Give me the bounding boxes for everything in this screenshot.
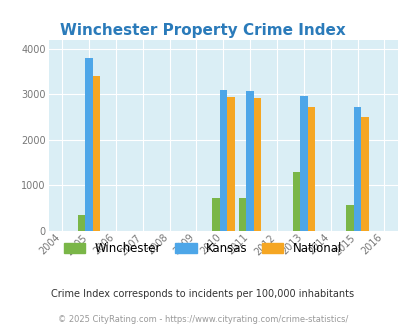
- Bar: [246, 91, 253, 231]
- Bar: [307, 107, 314, 231]
- Bar: [353, 107, 360, 231]
- Text: Winchester Property Crime Index: Winchester Property Crime Index: [60, 23, 345, 38]
- Bar: [92, 76, 100, 231]
- Bar: [299, 96, 307, 231]
- Bar: [292, 172, 299, 231]
- Bar: [211, 198, 219, 231]
- Legend: Winchester, Kansas, National: Winchester, Kansas, National: [59, 237, 346, 260]
- Bar: [219, 90, 226, 231]
- Text: © 2025 CityRating.com - https://www.cityrating.com/crime-statistics/: © 2025 CityRating.com - https://www.city…: [58, 315, 347, 324]
- Bar: [360, 116, 368, 231]
- Bar: [238, 198, 246, 231]
- Bar: [226, 97, 234, 231]
- Bar: [85, 58, 92, 231]
- Text: Crime Index corresponds to incidents per 100,000 inhabitants: Crime Index corresponds to incidents per…: [51, 289, 354, 299]
- Bar: [77, 215, 85, 231]
- Bar: [345, 205, 353, 231]
- Bar: [253, 98, 261, 231]
